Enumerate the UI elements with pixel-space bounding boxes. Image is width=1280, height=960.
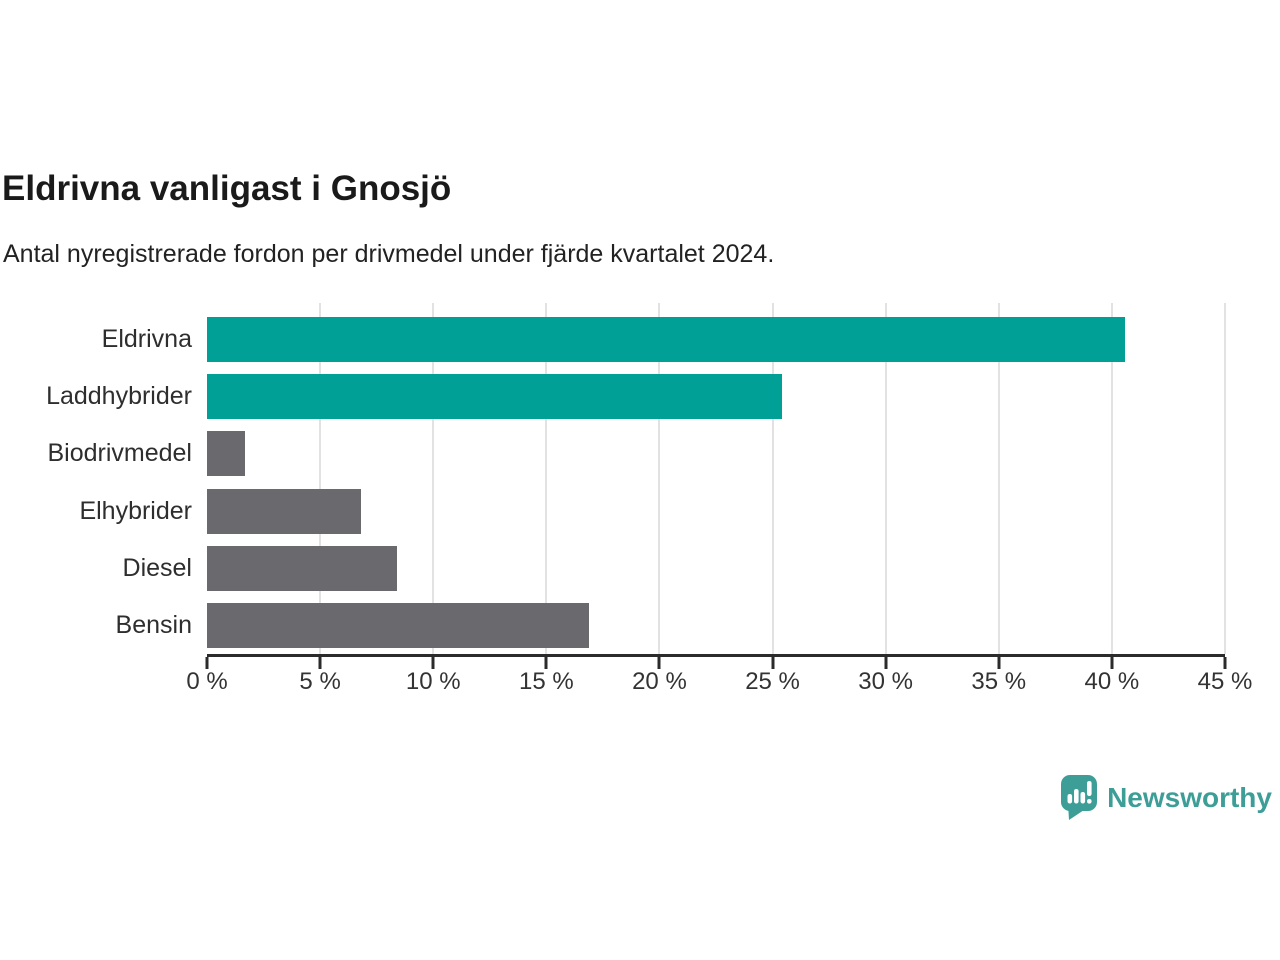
gridline — [545, 303, 548, 654]
x-tick-label: 25 % — [745, 668, 800, 695]
x-tick-label: 30 % — [858, 668, 914, 695]
gridline — [771, 303, 774, 654]
bar-diesel — [207, 545, 398, 591]
gridline — [658, 303, 661, 654]
x-tick-mark — [318, 657, 322, 669]
newsworthy-wordmark: Newsworthy — [1107, 781, 1272, 813]
bar-laddhybrider — [207, 374, 782, 420]
x-tick-mark — [657, 657, 661, 669]
x-tick-label: 10 % — [405, 668, 461, 695]
x-tick-mark — [431, 657, 435, 669]
x-tick-label: 45 % — [1197, 668, 1253, 695]
bar-row — [207, 540, 1225, 597]
x-tick-label: 5 % — [299, 668, 341, 695]
chart-title: Eldrivna vanligast i Gnosjö — [2, 169, 452, 209]
x-tick-mark — [771, 657, 775, 669]
bar-eldrivna — [207, 317, 1126, 363]
category-label: Laddhybrider — [46, 382, 192, 411]
bar-row — [207, 483, 1225, 540]
x-tick-mark — [997, 657, 1001, 669]
gridline — [1224, 303, 1226, 654]
bar-rows — [207, 311, 1225, 654]
x-tick-mark — [205, 657, 209, 669]
chart-subtitle: Antal nyregistrerade fordon per drivmede… — [3, 240, 775, 268]
x-tick-label: 20 % — [632, 668, 687, 695]
x-tick-mark — [544, 657, 548, 669]
bar-elhybrider — [207, 488, 361, 534]
x-tick-label: 35 % — [971, 668, 1027, 695]
bar-row — [207, 597, 1225, 654]
x-tick-mark — [1110, 657, 1114, 669]
y-axis-category-labels: Eldrivna Laddhybrider Biodrivmedel Elhybrid… — [0, 311, 192, 654]
x-tick-label: 0 % — [186, 668, 228, 695]
gridline — [884, 303, 887, 654]
gridline — [1110, 303, 1113, 654]
x-tick-label: 40 % — [1084, 668, 1140, 695]
category-label: Bensin — [115, 610, 192, 639]
category-label: Eldrivna — [101, 325, 192, 354]
gridline — [319, 303, 322, 654]
newsworthy-speech-bubble-bar-chart-icon — [1061, 775, 1098, 820]
bar-row — [207, 368, 1225, 425]
category-label: Diesel — [122, 553, 192, 582]
x-tick-mark — [1223, 657, 1227, 669]
bar-biodrivmedel — [207, 431, 246, 477]
category-label: Biodrivmedel — [47, 439, 192, 468]
bar-bensin — [207, 602, 590, 648]
x-tick-label: 15 % — [518, 668, 574, 695]
x-tick-mark — [884, 657, 888, 669]
category-label: Elhybrider — [79, 496, 192, 525]
gridline — [997, 303, 1000, 654]
gridline — [432, 303, 435, 654]
newsworthy-logo: Newsworthy — [1060, 774, 1272, 821]
bar-row — [207, 425, 1225, 482]
bar-chart-plot-area — [207, 303, 1226, 657]
bar-row — [207, 311, 1225, 368]
